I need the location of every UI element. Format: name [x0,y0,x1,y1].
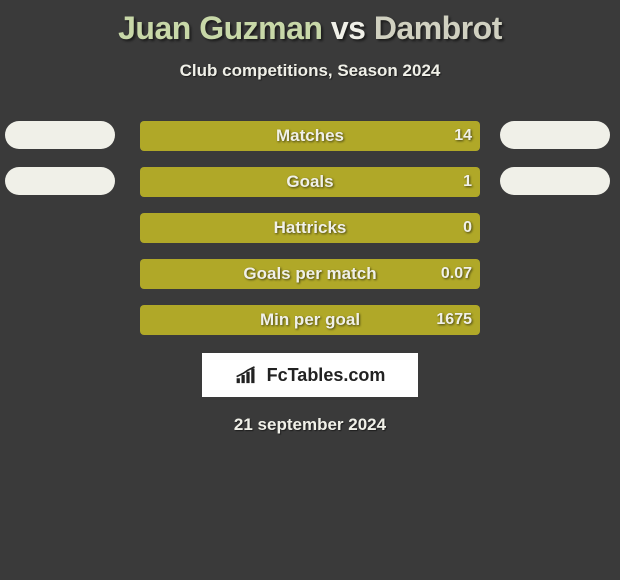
bar-left-fill [140,213,310,243]
player1-pill [5,121,115,149]
stat-row: Goals per match0.07 [0,259,620,289]
bar-right-fill [140,167,480,197]
stat-value-right: 14 [454,127,472,145]
stat-bar: Min per goal1675 [140,305,480,335]
versus-text: vs [331,10,366,46]
stat-row: Hattricks0 [0,213,620,243]
player1-name: Juan Guzman [118,10,322,46]
bar-right-fill [310,213,480,243]
stat-row: Min per goal1675 [0,305,620,335]
stats-rows: Matches14 Goals1 Hattricks0 Goals per match… [0,121,620,335]
bar-right-fill [140,259,480,289]
stat-bar: Goals per match0.07 [140,259,480,289]
stat-bar: Matches14 [140,121,480,151]
stat-value-right: 1 [463,173,472,191]
date-text: 21 september 2024 [0,415,620,435]
comparison-title: Juan Guzman vs Dambrot [0,0,620,47]
bar-right-fill [140,121,480,151]
stat-row: Matches14 [0,121,620,151]
brand-text: FcTables.com [267,365,386,386]
brand-box[interactable]: FcTables.com [202,353,418,397]
stat-value-right: 0 [463,219,472,237]
stat-bar: Goals1 [140,167,480,197]
stat-row: Goals1 [0,167,620,197]
stat-value-right: 0.07 [441,265,472,283]
player2-pill [500,121,610,149]
subtitle: Club competitions, Season 2024 [0,61,620,81]
stat-value-right: 1675 [436,311,472,329]
bars-icon [235,364,261,386]
bar-right-fill [140,305,480,335]
player2-name: Dambrot [374,10,502,46]
player2-pill [500,167,610,195]
stat-bar: Hattricks0 [140,213,480,243]
player1-pill [5,167,115,195]
